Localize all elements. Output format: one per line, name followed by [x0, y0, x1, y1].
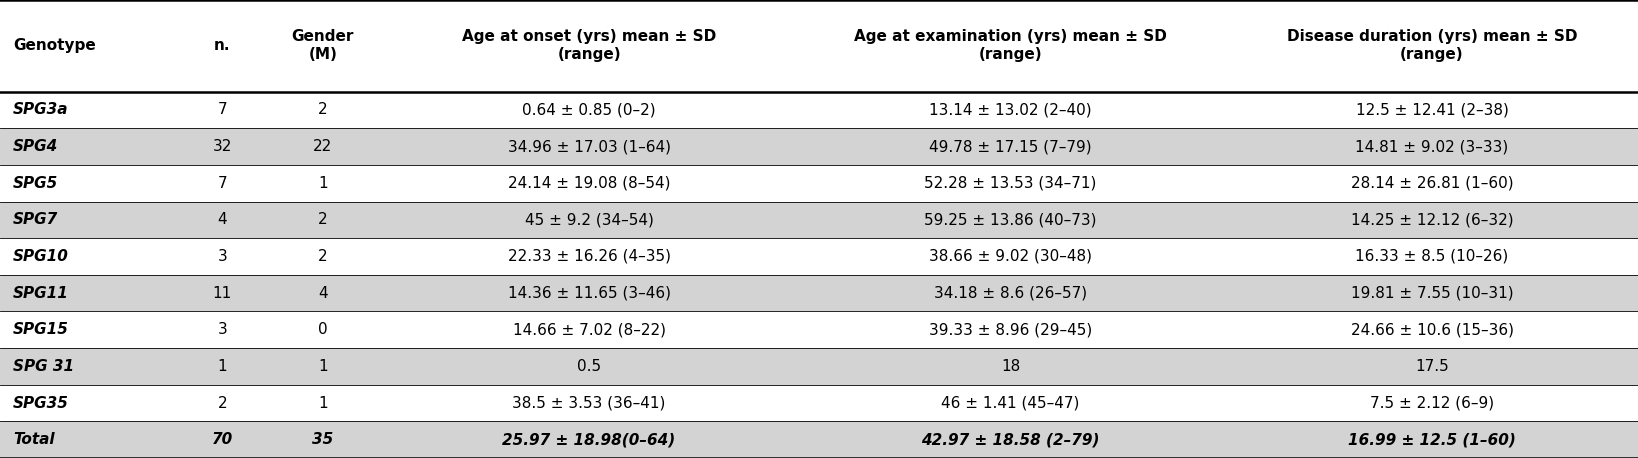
Text: 22: 22	[313, 139, 333, 154]
Text: 4: 4	[218, 213, 228, 227]
Text: 45 ± 9.2 (34–54): 45 ± 9.2 (34–54)	[524, 213, 654, 227]
Text: 25.97 ± 18.98(0–64): 25.97 ± 18.98(0–64)	[503, 432, 676, 447]
Text: 59.25 ± 13.86 (40–73): 59.25 ± 13.86 (40–73)	[924, 213, 1097, 227]
Text: 2: 2	[318, 249, 328, 264]
Text: 35: 35	[313, 432, 334, 447]
Bar	[0, 275, 1638, 311]
Text: 0: 0	[318, 322, 328, 337]
Text: 52.28 ± 13.53 (34–71): 52.28 ± 13.53 (34–71)	[924, 176, 1097, 191]
Bar	[0, 0, 1638, 92]
Bar	[0, 128, 1638, 165]
Bar	[0, 165, 1638, 202]
Text: 17.5: 17.5	[1415, 359, 1450, 374]
Text: 0.64 ± 0.85 (0–2): 0.64 ± 0.85 (0–2)	[523, 103, 655, 117]
Text: 3: 3	[218, 322, 228, 337]
Text: 11: 11	[213, 286, 233, 300]
Bar	[0, 92, 1638, 128]
Text: SPG11: SPG11	[13, 286, 69, 300]
Text: 70: 70	[211, 432, 233, 447]
Text: 2: 2	[218, 396, 228, 410]
Text: 34.96 ± 17.03 (1–64): 34.96 ± 17.03 (1–64)	[508, 139, 670, 154]
Text: 46 ± 1.41 (45–47): 46 ± 1.41 (45–47)	[942, 396, 1079, 410]
Text: SPG4: SPG4	[13, 139, 59, 154]
Text: 7.5 ± 2.12 (6–9): 7.5 ± 2.12 (6–9)	[1369, 396, 1494, 410]
Text: 22.33 ± 16.26 (4–35): 22.33 ± 16.26 (4–35)	[508, 249, 670, 264]
Text: 3: 3	[218, 249, 228, 264]
Text: SPG3a: SPG3a	[13, 103, 69, 117]
Text: 24.66 ± 10.6 (15–36): 24.66 ± 10.6 (15–36)	[1351, 322, 1514, 337]
Text: SPG15: SPG15	[13, 322, 69, 337]
Text: SPG7: SPG7	[13, 213, 59, 227]
Text: 0.5: 0.5	[577, 359, 601, 374]
Text: 42.97 ± 18.58 (2–79): 42.97 ± 18.58 (2–79)	[921, 432, 1099, 447]
Text: n.: n.	[215, 38, 231, 53]
Bar	[0, 202, 1638, 238]
Text: 38.66 ± 9.02 (30–48): 38.66 ± 9.02 (30–48)	[929, 249, 1093, 264]
Bar	[0, 311, 1638, 348]
Text: Genotype: Genotype	[13, 38, 97, 53]
Text: 1: 1	[218, 359, 228, 374]
Text: 24.14 ± 19.08 (8–54): 24.14 ± 19.08 (8–54)	[508, 176, 670, 191]
Text: 16.33 ± 8.5 (10–26): 16.33 ± 8.5 (10–26)	[1355, 249, 1509, 264]
Text: 38.5 ± 3.53 (36–41): 38.5 ± 3.53 (36–41)	[513, 396, 665, 410]
Text: 2: 2	[318, 103, 328, 117]
Text: SPG35: SPG35	[13, 396, 69, 410]
Text: 16.99 ± 12.5 (1–60): 16.99 ± 12.5 (1–60)	[1348, 432, 1517, 447]
Text: 14.66 ± 7.02 (8–22): 14.66 ± 7.02 (8–22)	[513, 322, 665, 337]
Text: 32: 32	[213, 139, 233, 154]
Text: 13.14 ± 13.02 (2–40): 13.14 ± 13.02 (2–40)	[929, 103, 1093, 117]
Bar	[0, 238, 1638, 275]
Text: 12.5 ± 12.41 (2–38): 12.5 ± 12.41 (2–38)	[1356, 103, 1509, 117]
Text: 4: 4	[318, 286, 328, 300]
Text: 7: 7	[218, 103, 228, 117]
Text: SPG10: SPG10	[13, 249, 69, 264]
Text: SPG 31: SPG 31	[13, 359, 74, 374]
Text: 34.18 ± 8.6 (26–57): 34.18 ± 8.6 (26–57)	[934, 286, 1088, 300]
Text: Disease duration (yrs) mean ± SD
(range): Disease duration (yrs) mean ± SD (range)	[1287, 29, 1577, 62]
Text: 14.36 ± 11.65 (3–46): 14.36 ± 11.65 (3–46)	[508, 286, 670, 300]
Text: 18: 18	[1001, 359, 1020, 374]
Text: 28.14 ± 26.81 (1–60): 28.14 ± 26.81 (1–60)	[1351, 176, 1514, 191]
Text: Total: Total	[13, 432, 54, 447]
Text: Gender
(M): Gender (M)	[292, 29, 354, 62]
Text: 19.81 ± 7.55 (10–31): 19.81 ± 7.55 (10–31)	[1351, 286, 1514, 300]
Text: Age at onset (yrs) mean ± SD
(range): Age at onset (yrs) mean ± SD (range)	[462, 29, 716, 62]
Bar	[0, 421, 1638, 458]
Text: 7: 7	[218, 176, 228, 191]
Text: 2: 2	[318, 213, 328, 227]
Text: 39.33 ± 8.96 (29–45): 39.33 ± 8.96 (29–45)	[929, 322, 1093, 337]
Bar	[0, 348, 1638, 385]
Text: SPG5: SPG5	[13, 176, 59, 191]
Text: Age at examination (yrs) mean ± SD
(range): Age at examination (yrs) mean ± SD (rang…	[853, 29, 1166, 62]
Text: 14.25 ± 12.12 (6–32): 14.25 ± 12.12 (6–32)	[1351, 213, 1514, 227]
Text: 1: 1	[318, 396, 328, 410]
Bar	[0, 385, 1638, 421]
Text: 14.81 ± 9.02 (3–33): 14.81 ± 9.02 (3–33)	[1355, 139, 1509, 154]
Text: 49.78 ± 17.15 (7–79): 49.78 ± 17.15 (7–79)	[929, 139, 1093, 154]
Text: 1: 1	[318, 359, 328, 374]
Text: 1: 1	[318, 176, 328, 191]
